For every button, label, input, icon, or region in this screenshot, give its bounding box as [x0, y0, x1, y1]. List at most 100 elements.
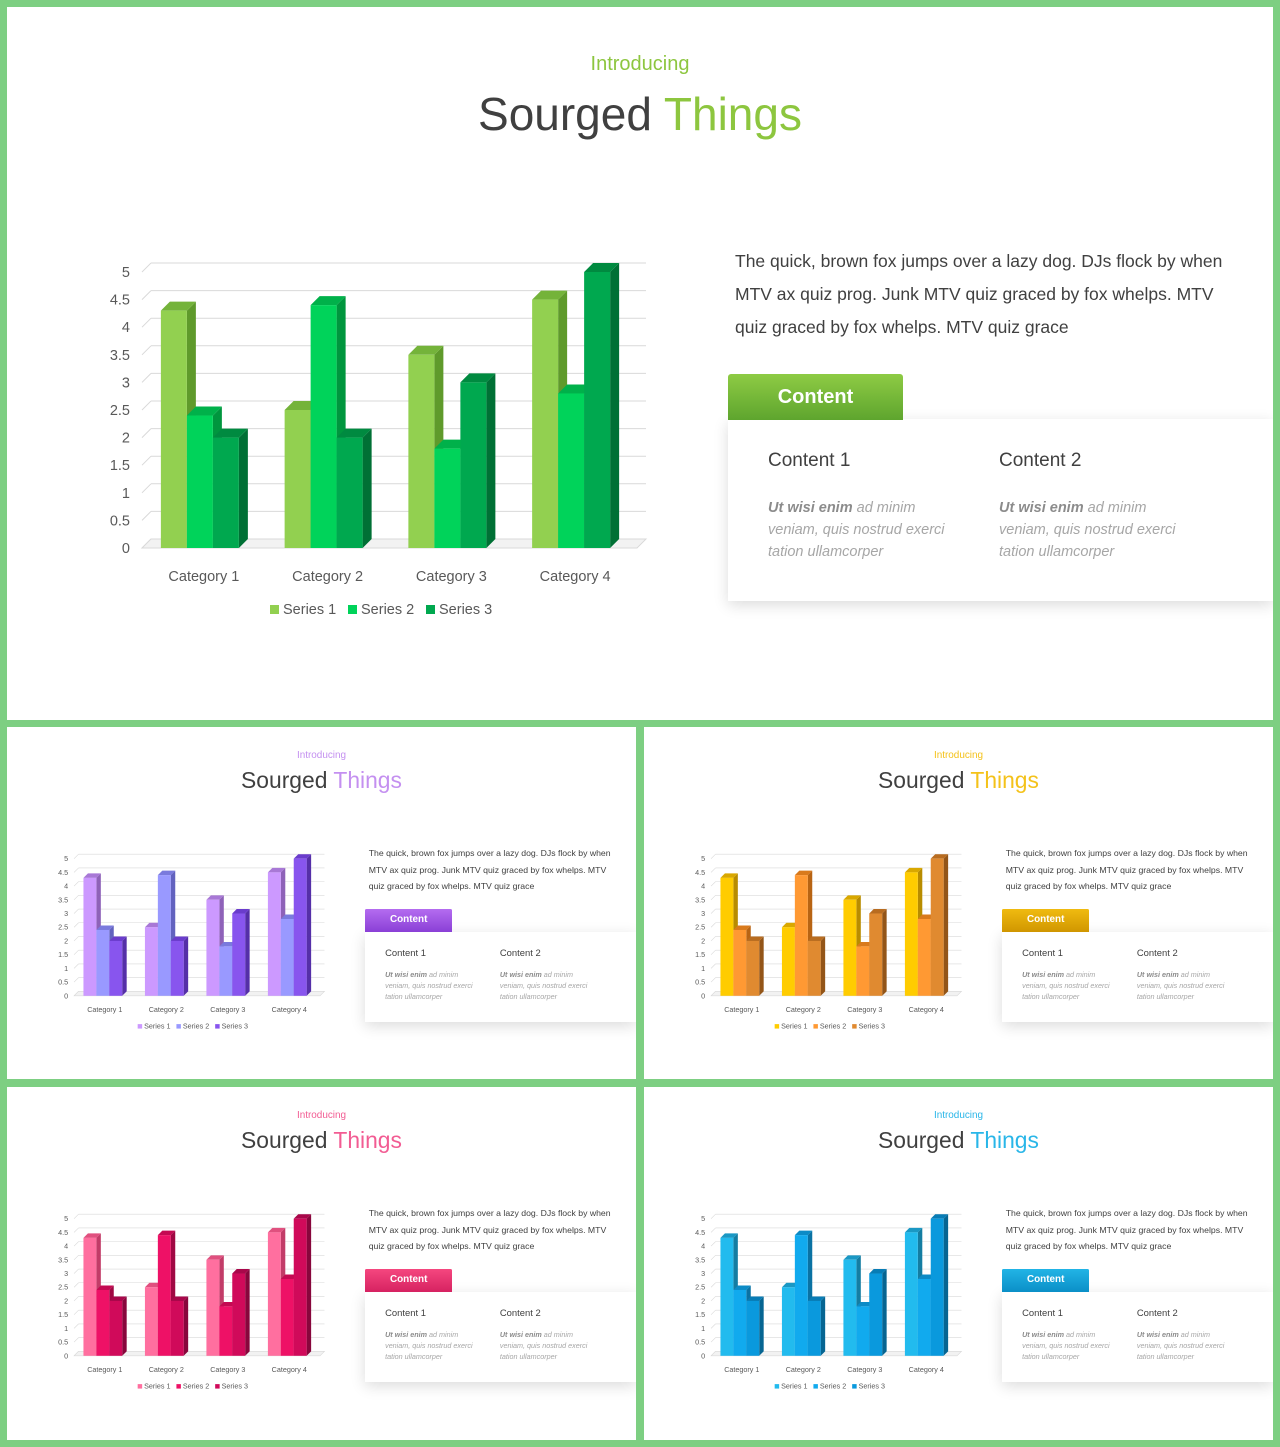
gridline-depth [73, 908, 79, 914]
gridline-depth [73, 1337, 79, 1343]
slide-title: Sourged Things [644, 1127, 1273, 1154]
column-body-strong: Ut wisi enim [1136, 1330, 1179, 1340]
y-tick-label: 3 [64, 1269, 68, 1278]
slide-title: Sourged Things [7, 1127, 636, 1154]
y-tick-label: 3.5 [695, 895, 705, 904]
y-tick-label: 2.5 [695, 923, 705, 932]
y-tick-label: 2.5 [695, 1283, 705, 1292]
y-tick-label: 5 [64, 1214, 68, 1223]
legend-label: Series 1 [283, 602, 336, 618]
y-tick-label: 5 [122, 265, 130, 281]
content-tab[interactable]: Content [1002, 909, 1090, 933]
bar [109, 1296, 127, 1356]
column-heading: Content 1 [1022, 947, 1063, 959]
gridline-depth [73, 963, 79, 969]
y-tick-label: 0 [64, 991, 68, 1000]
x-tick-label: Category 4 [272, 1365, 307, 1374]
y-tick-label: 1 [701, 964, 705, 973]
y-tick-label: 2 [701, 1296, 705, 1305]
bar-chart: 0 0.5 1 1.5 2 2.5 3 3.5 4 4.5 5 Category 1 Category … [695, 853, 963, 1031]
y-tick-label: 0 [64, 1351, 68, 1360]
column-body: Ut wisi enim ad minim veniam, quis nostr… [500, 1330, 599, 1363]
column-body-strong: Ut wisi enim [1022, 1330, 1065, 1340]
gridline-depth [141, 483, 152, 494]
slide-paragraph: The quick, brown fox jumps over a lazy d… [735, 251, 1223, 337]
y-tick-label: 3 [701, 1269, 705, 1278]
slide-3: Introducing Sourged Things 0 0.5 1 1.5 2 2.5 3 3.… [644, 727, 1273, 1079]
bar [584, 263, 620, 548]
bar [109, 936, 127, 996]
slide-paragraph: The quick, brown fox jumps over a lazy d… [1005, 848, 1248, 892]
bar [869, 909, 887, 996]
bar [170, 936, 189, 996]
gridline-depth [710, 1213, 716, 1219]
legend-swatch [813, 1024, 818, 1029]
gridline-depth [73, 1309, 79, 1315]
gridline-depth [73, 853, 79, 859]
y-tick-label: 4 [64, 1242, 68, 1251]
column-body: Ut wisi enim ad minim veniam, quis nostr… [1022, 970, 1121, 1003]
legend-label: Series 1 [144, 1022, 170, 1031]
x-tick-label: Category 2 [786, 1005, 821, 1014]
title-accent: Things [333, 766, 402, 793]
x-tick-label: Category 3 [210, 1365, 245, 1374]
content-card [728, 419, 1273, 601]
x-tick-label: Category 3 [416, 569, 487, 585]
gridline-depth [710, 1323, 716, 1329]
y-tick-label: 2.5 [58, 923, 68, 932]
gridline-depth [73, 1282, 79, 1288]
slide-kicker: Introducing [933, 1109, 984, 1121]
gridline-depth [73, 1255, 79, 1261]
bar [869, 1269, 887, 1356]
y-tick-label: 3 [122, 375, 130, 391]
y-tick-label: 1.5 [58, 950, 68, 959]
y-tick-label: 5 [701, 1214, 705, 1223]
column-heading: Content 1 [1022, 1307, 1063, 1319]
gridline-depth [141, 262, 152, 273]
column-body: Ut wisi enim ad minim veniam, quis nostr… [1137, 970, 1236, 1003]
gridline-depth [710, 1282, 716, 1288]
legend-swatch [852, 1024, 857, 1029]
y-tick-label: 0.5 [110, 513, 130, 529]
content-tab[interactable]: Content [365, 909, 453, 933]
y-tick-label: 4 [64, 882, 68, 891]
content-tab[interactable]: Content [1002, 1269, 1090, 1293]
y-tick-label: 3.5 [58, 1255, 68, 1264]
gridline-depth [141, 428, 152, 438]
legend-label: Series 1 [781, 1022, 807, 1031]
gridline-depth [710, 895, 716, 901]
column-heading: Content 2 [499, 1307, 541, 1319]
legend-swatch [774, 1024, 780, 1029]
content-tab[interactable]: Content [728, 374, 903, 420]
x-tick-label: Category 1 [724, 1005, 759, 1014]
column-body-text: ad minim veniam, quis nostrud exerci tat… [999, 500, 1176, 560]
column-heading: Content 2 [999, 450, 1082, 471]
gridline-depth [710, 977, 716, 983]
legend-label: Series 2 [361, 602, 414, 618]
gridline-depth [710, 1241, 716, 1247]
legend-label: Series 1 [781, 1382, 807, 1391]
legend-swatch [813, 1384, 818, 1389]
content-tab[interactable]: Content [365, 1269, 453, 1293]
column-body-strong: Ut wisi enim [499, 1330, 542, 1340]
y-tick-label: 0.5 [58, 1338, 68, 1347]
column-body-text: ad minim veniam, quis nostrud exerci tat… [499, 1330, 588, 1362]
y-tick-label: 1.5 [695, 1310, 705, 1319]
title-main: Sourged [878, 1126, 965, 1153]
gridline-depth [141, 373, 152, 383]
slide-kicker: Introducing [590, 53, 690, 75]
y-tick-label: 0.5 [695, 1338, 705, 1347]
slide-1: Introducing Sourged Things 0 0.5 1 1.5 2 2.5 3 3.… [7, 7, 1273, 720]
bar-chart: 0 0.5 1 1.5 2 2.5 3 3.5 4 4.5 5 Category 1 Category … [110, 262, 648, 618]
gridline-depth [710, 908, 716, 914]
column-body: Ut wisi enim ad minim veniam, quis nostr… [1137, 1330, 1236, 1363]
y-tick-label: 1 [64, 964, 68, 973]
y-tick-label: 2 [701, 936, 705, 945]
y-tick-label: 2 [64, 1296, 68, 1305]
bar [232, 1269, 250, 1356]
gridline-depth [73, 1241, 79, 1247]
gridline-depth [710, 1268, 716, 1274]
y-tick-label: 1 [701, 1324, 705, 1333]
gridline-depth [141, 400, 152, 411]
legend-label: Series 2 [183, 1382, 209, 1391]
